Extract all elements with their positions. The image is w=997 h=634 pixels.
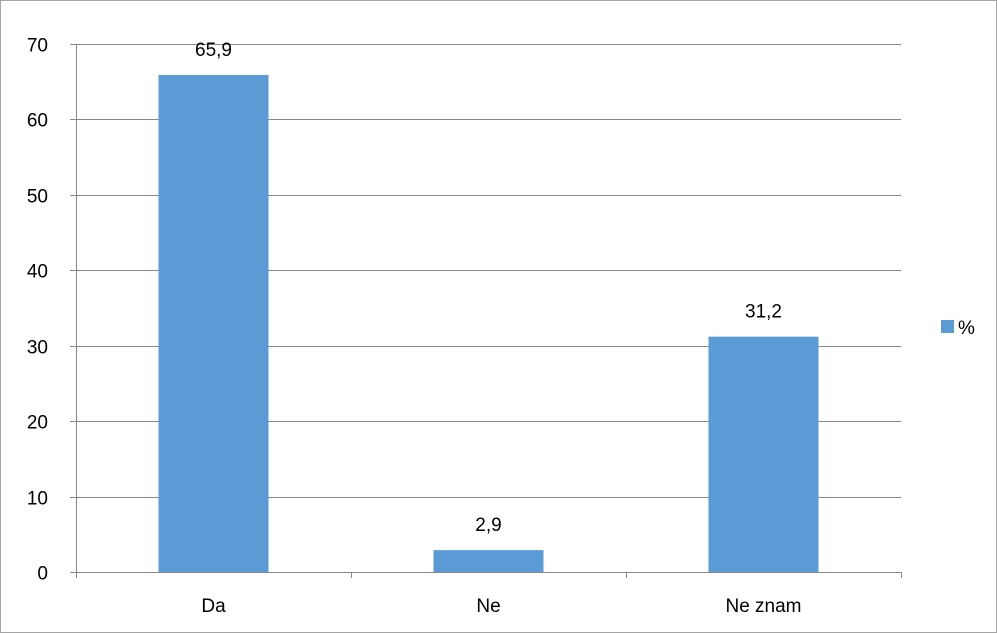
y-tick-label: 0: [37, 564, 48, 585]
data-label: 2,9: [475, 515, 501, 536]
data-labels: 65,9 2,9 31,2: [195, 40, 782, 536]
y-tick-label: 10: [27, 489, 48, 510]
y-tick-label: 50: [27, 187, 48, 208]
bars: [158, 74, 819, 572]
bar-da: [158, 74, 269, 572]
axes: [70, 44, 902, 578]
y-tick-label: 60: [27, 111, 48, 132]
y-tick-label: 40: [27, 262, 48, 283]
bar-ne-znam: [708, 336, 819, 572]
data-label: 31,2: [745, 302, 782, 323]
legend-swatch: [941, 320, 954, 333]
x-tick-labels: Da Ne Ne znam: [201, 596, 801, 617]
x-tick-label: Ne: [476, 596, 500, 617]
y-tick-labels: 0 10 20 30 40 50 60 70: [27, 36, 48, 585]
y-tick-label: 30: [27, 338, 48, 359]
y-tick-label: 70: [27, 36, 48, 57]
legend: %: [941, 318, 975, 339]
x-tick-label: Ne znam: [725, 596, 801, 617]
x-tick-label: Da: [201, 596, 226, 617]
y-tick-label: 20: [27, 413, 48, 434]
legend-label: %: [958, 318, 975, 339]
data-label: 65,9: [195, 40, 232, 61]
bar-ne: [433, 550, 544, 572]
